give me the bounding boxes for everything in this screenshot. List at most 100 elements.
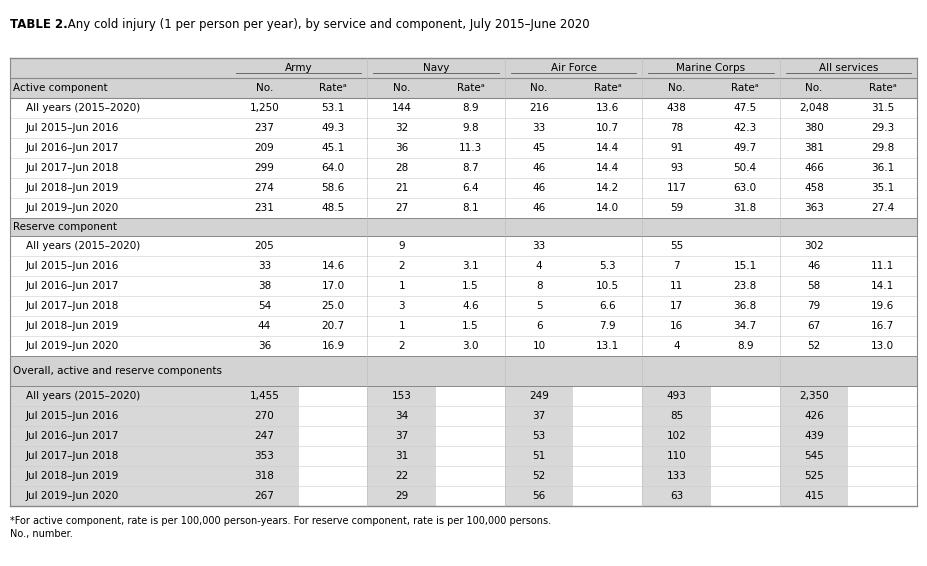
Text: 14.2: 14.2 bbox=[596, 183, 619, 193]
Text: Army: Army bbox=[285, 63, 312, 73]
Text: Jul 2016–Jun 2017: Jul 2016–Jun 2017 bbox=[26, 281, 120, 291]
Text: 28: 28 bbox=[395, 163, 409, 173]
Text: 493: 493 bbox=[667, 391, 687, 401]
Bar bbox=[10, 406, 917, 426]
Text: 458: 458 bbox=[804, 183, 824, 193]
Text: 231: 231 bbox=[254, 203, 274, 213]
Text: Jul 2018–Jun 2019: Jul 2018–Jun 2019 bbox=[26, 321, 120, 331]
Bar bbox=[10, 386, 917, 406]
Bar bbox=[848, 486, 917, 506]
Text: 8: 8 bbox=[536, 281, 542, 291]
Text: Jul 2018–Jun 2019: Jul 2018–Jun 2019 bbox=[26, 471, 120, 481]
Text: 249: 249 bbox=[529, 391, 549, 401]
Bar bbox=[10, 486, 917, 506]
Bar bbox=[711, 426, 780, 446]
Bar bbox=[574, 446, 642, 466]
Text: 42.3: 42.3 bbox=[733, 123, 756, 133]
Bar bbox=[848, 446, 917, 466]
Text: 46: 46 bbox=[532, 183, 546, 193]
Text: Navy: Navy bbox=[423, 63, 450, 73]
Bar bbox=[10, 158, 917, 178]
Text: Jul 2015–Jun 2016: Jul 2015–Jun 2016 bbox=[26, 411, 120, 421]
Text: Jul 2015–Jun 2016: Jul 2015–Jun 2016 bbox=[26, 123, 120, 133]
Bar bbox=[10, 336, 917, 356]
Text: 13.6: 13.6 bbox=[596, 103, 619, 113]
Text: 274: 274 bbox=[254, 183, 274, 193]
Text: Jul 2019–Jun 2020: Jul 2019–Jun 2020 bbox=[26, 341, 120, 351]
Bar bbox=[298, 486, 367, 506]
Text: 8.7: 8.7 bbox=[463, 163, 478, 173]
Text: 63: 63 bbox=[670, 491, 683, 501]
Bar bbox=[10, 178, 917, 198]
Text: 91: 91 bbox=[670, 143, 683, 153]
Text: 55: 55 bbox=[670, 241, 683, 251]
Text: 3.0: 3.0 bbox=[463, 341, 478, 351]
Bar bbox=[10, 296, 917, 316]
Text: 4: 4 bbox=[673, 341, 679, 351]
Bar bbox=[574, 406, 642, 426]
Bar bbox=[574, 466, 642, 486]
Text: 2,048: 2,048 bbox=[799, 103, 829, 113]
Bar bbox=[10, 236, 917, 256]
Text: 46: 46 bbox=[532, 163, 546, 173]
Text: No.: No. bbox=[667, 83, 685, 93]
Text: Rateᵃ: Rateᵃ bbox=[731, 83, 759, 93]
Text: 525: 525 bbox=[804, 471, 824, 481]
Bar bbox=[298, 466, 367, 486]
Text: 7: 7 bbox=[673, 261, 679, 271]
Text: 3.1: 3.1 bbox=[463, 261, 478, 271]
Text: 44: 44 bbox=[258, 321, 271, 331]
Text: Jul 2017–Jun 2018: Jul 2017–Jun 2018 bbox=[26, 301, 120, 311]
Text: No.: No. bbox=[256, 83, 273, 93]
Text: 318: 318 bbox=[254, 471, 274, 481]
Text: 33: 33 bbox=[258, 261, 271, 271]
Text: 37: 37 bbox=[395, 431, 409, 441]
Bar bbox=[10, 446, 917, 466]
Text: 11.3: 11.3 bbox=[459, 143, 482, 153]
Text: 415: 415 bbox=[804, 491, 824, 501]
Text: 45.1: 45.1 bbox=[322, 143, 345, 153]
Bar bbox=[10, 138, 917, 158]
Bar bbox=[10, 256, 917, 276]
Text: 380: 380 bbox=[804, 123, 824, 133]
Text: 5.3: 5.3 bbox=[600, 261, 616, 271]
Text: 205: 205 bbox=[255, 241, 274, 251]
Text: 2: 2 bbox=[399, 261, 405, 271]
Text: 53: 53 bbox=[532, 431, 546, 441]
Text: 10.5: 10.5 bbox=[596, 281, 619, 291]
Text: 51: 51 bbox=[532, 451, 546, 461]
Text: 237: 237 bbox=[254, 123, 274, 133]
Text: 32: 32 bbox=[395, 123, 409, 133]
Text: 85: 85 bbox=[670, 411, 683, 421]
Bar bbox=[10, 218, 917, 236]
Text: 110: 110 bbox=[667, 451, 686, 461]
Text: 31.8: 31.8 bbox=[733, 203, 756, 213]
Text: 34.7: 34.7 bbox=[733, 321, 756, 331]
Bar bbox=[436, 426, 505, 446]
Text: Jul 2017–Jun 2018: Jul 2017–Jun 2018 bbox=[26, 163, 120, 173]
Text: 1,250: 1,250 bbox=[249, 103, 279, 113]
Text: 16.9: 16.9 bbox=[322, 341, 345, 351]
Bar bbox=[10, 98, 917, 118]
Text: 1.5: 1.5 bbox=[463, 321, 478, 331]
Text: 270: 270 bbox=[255, 411, 274, 421]
Text: All years (2015–2020): All years (2015–2020) bbox=[26, 103, 140, 113]
Bar bbox=[848, 406, 917, 426]
Bar bbox=[436, 406, 505, 426]
Text: 31: 31 bbox=[395, 451, 409, 461]
Text: 33: 33 bbox=[532, 241, 546, 251]
Text: Jul 2019–Jun 2020: Jul 2019–Jun 2020 bbox=[26, 491, 120, 501]
Bar bbox=[10, 316, 917, 336]
Text: 47.5: 47.5 bbox=[733, 103, 756, 113]
Text: 2,350: 2,350 bbox=[799, 391, 829, 401]
Bar bbox=[711, 406, 780, 426]
Text: Marine Corps: Marine Corps bbox=[677, 63, 745, 73]
Text: 545: 545 bbox=[804, 451, 824, 461]
Text: 3: 3 bbox=[399, 301, 405, 311]
Text: 67: 67 bbox=[807, 321, 820, 331]
Text: 36: 36 bbox=[258, 341, 271, 351]
Text: Jul 2018–Jun 2019: Jul 2018–Jun 2019 bbox=[26, 183, 120, 193]
Text: 58.6: 58.6 bbox=[322, 183, 345, 193]
Bar bbox=[711, 486, 780, 506]
Text: 9.8: 9.8 bbox=[463, 123, 478, 133]
